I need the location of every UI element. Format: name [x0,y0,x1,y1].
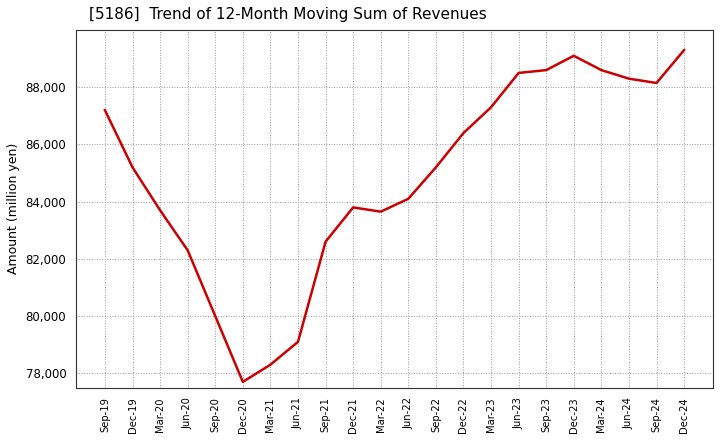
Text: [5186]  Trend of 12-Month Moving Sum of Revenues: [5186] Trend of 12-Month Moving Sum of R… [89,7,487,22]
Y-axis label: Amount (million yen): Amount (million yen) [7,143,20,275]
